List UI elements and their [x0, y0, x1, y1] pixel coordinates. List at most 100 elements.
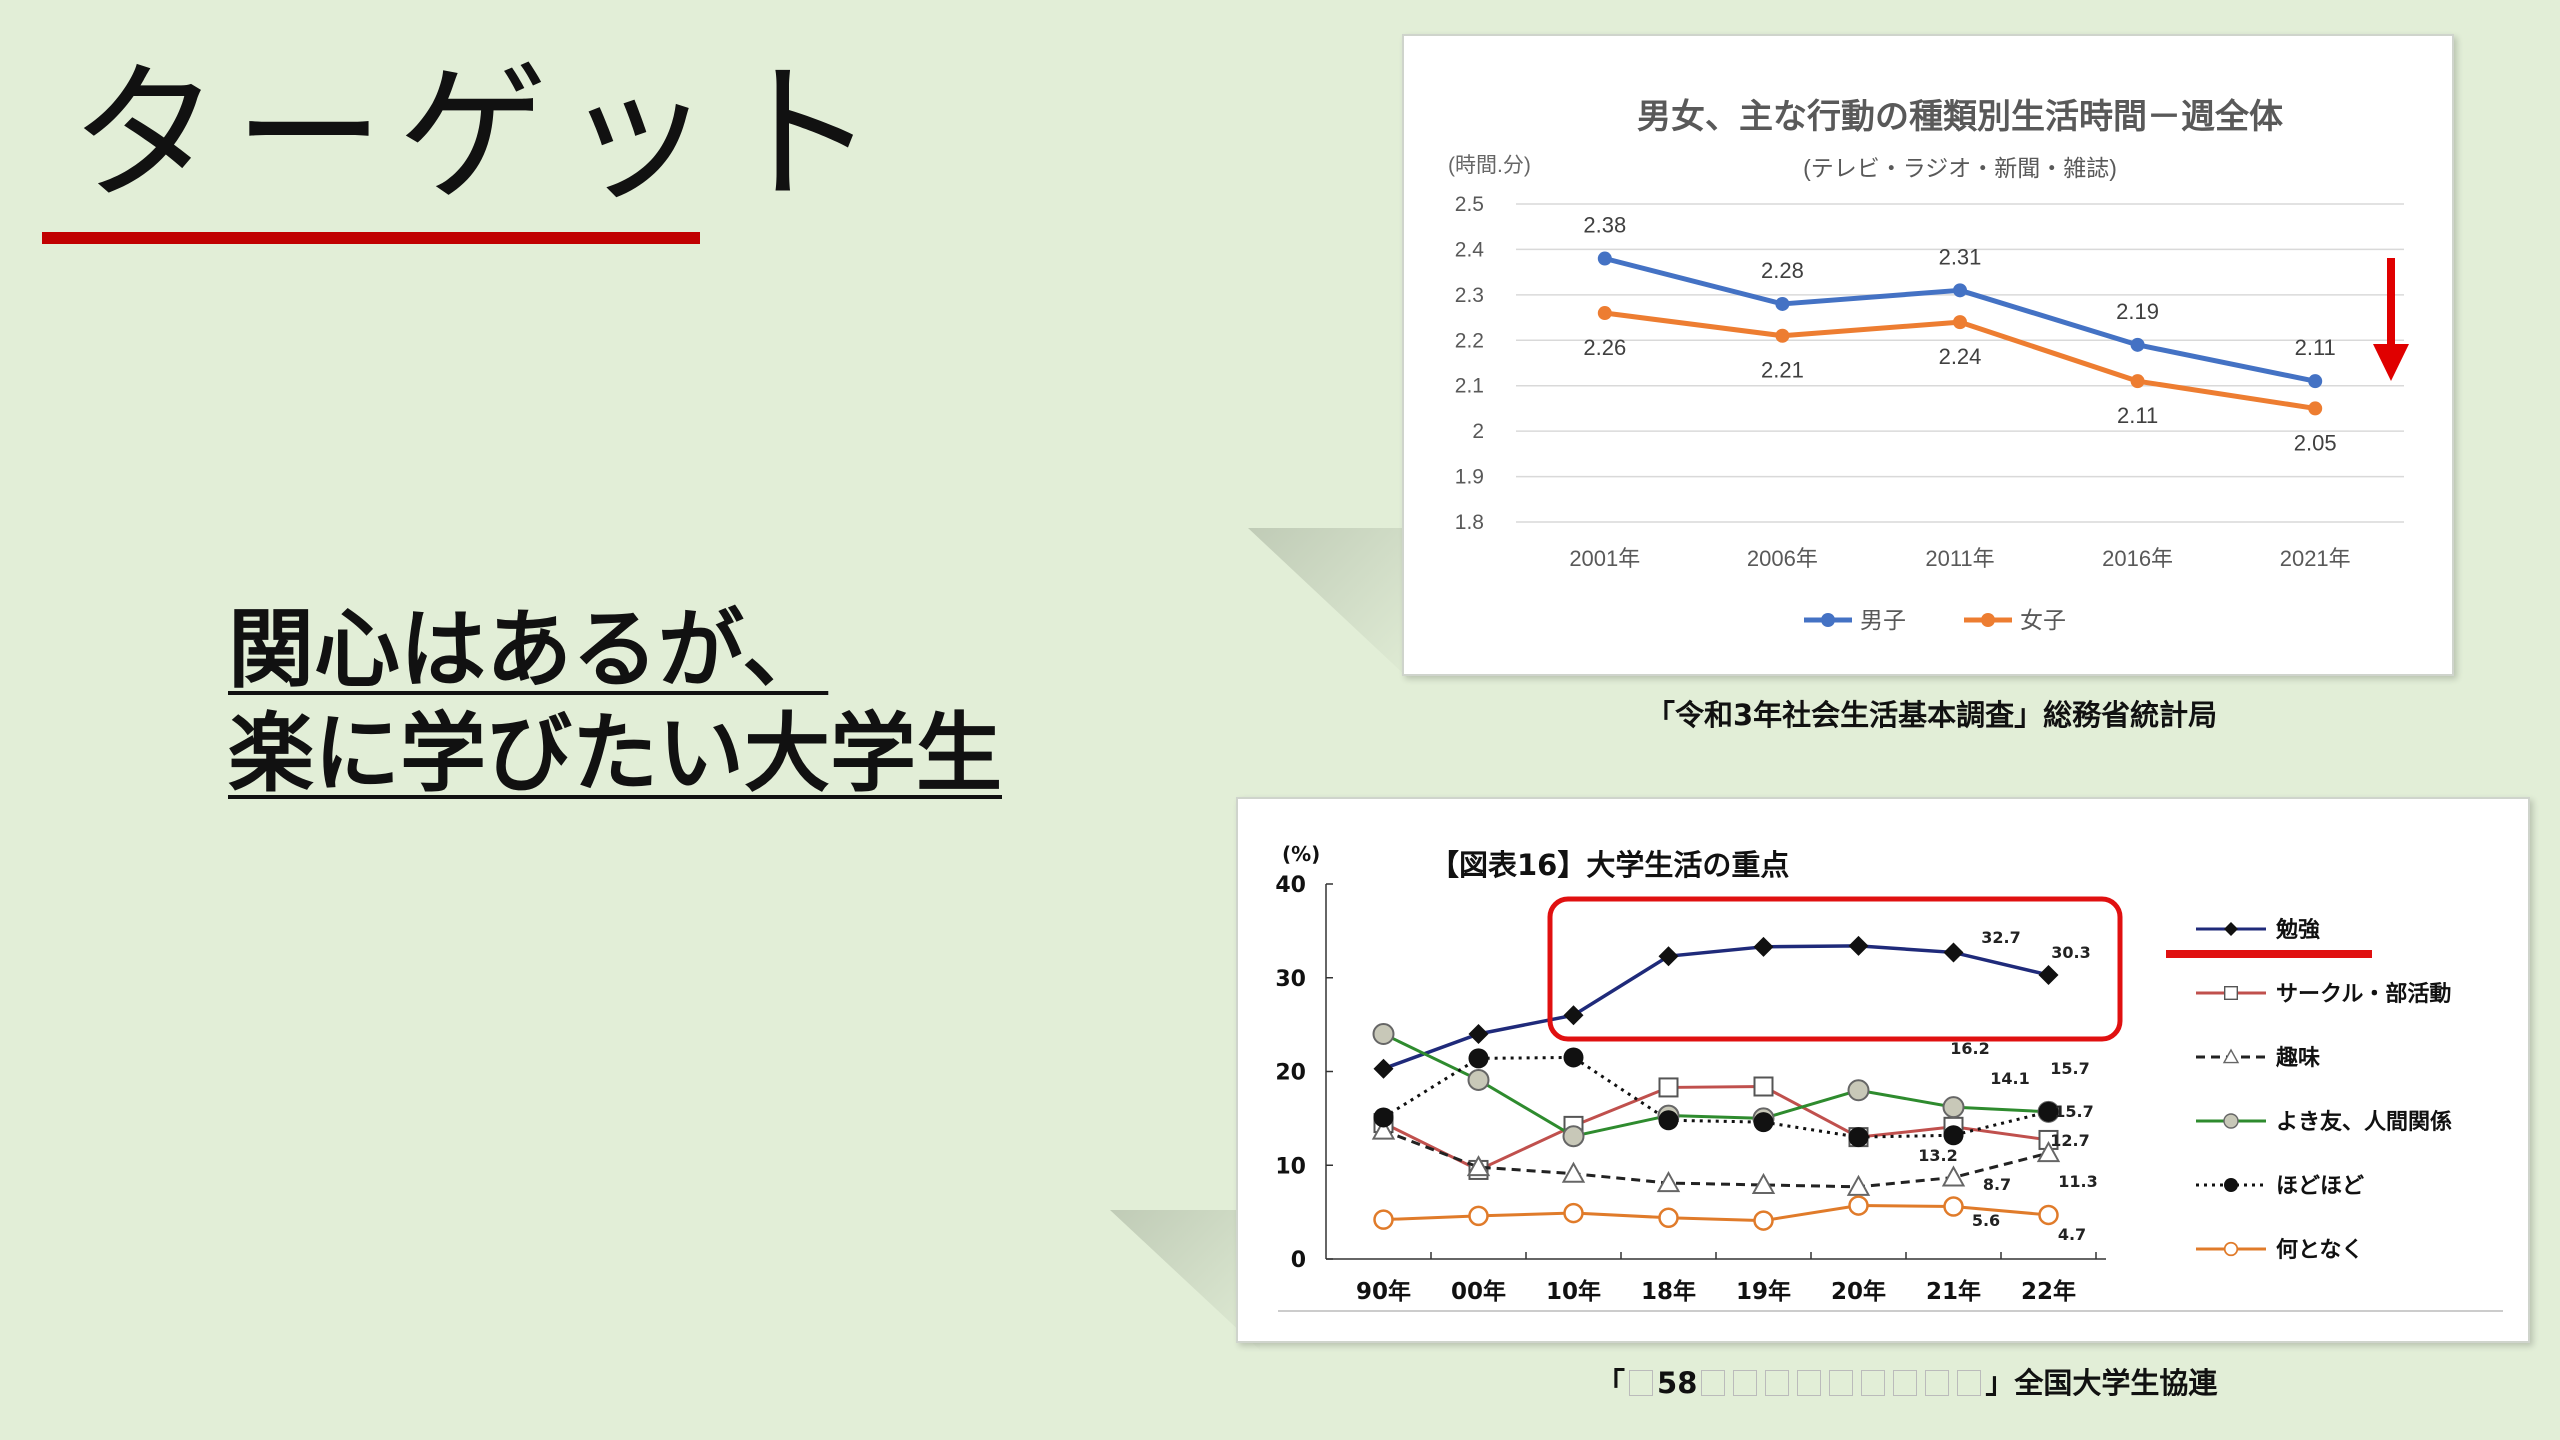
- legend-marker: [2222, 1048, 2240, 1064]
- data-point: [1372, 1023, 1395, 1045]
- legend-marker: [2223, 1241, 2239, 1257]
- legend-marker: [2223, 1113, 2239, 1129]
- chart-subtitle: (テレビ・ラジオ・新聞・雑誌): [1803, 155, 2117, 181]
- legend-label: よき友、人間関係: [2276, 1110, 2452, 1135]
- data-label: 2.31: [1939, 244, 1982, 269]
- data-label: 5.6: [1972, 1211, 2000, 1230]
- y-tick-label: 2.5: [1455, 193, 1484, 216]
- data-label: 14.1: [1990, 1069, 2029, 1088]
- y-tick-label: 20: [1275, 1061, 1306, 1086]
- data-label: 32.7: [1981, 928, 2020, 947]
- data-point: [1658, 946, 1679, 967]
- data-point: [1373, 1209, 1394, 1230]
- data-label: 2.21: [1761, 358, 1804, 383]
- data-label: 15.7: [2054, 1102, 2093, 1121]
- data-label: 2.28: [1761, 258, 1804, 283]
- legend-label: サークル・部活動: [2276, 981, 2451, 1007]
- y-tick-label: 2.4: [1455, 238, 1485, 261]
- data-point: [1753, 1112, 1774, 1133]
- series-line: [1382, 1084, 2049, 1172]
- data-point: [1848, 935, 1869, 956]
- data-point: [1753, 936, 1774, 957]
- data-point: [1563, 1005, 1584, 1026]
- x-tick-label: 2011年: [1925, 546, 1994, 571]
- data-point: [1468, 1048, 1489, 1069]
- data-point: [2038, 964, 2059, 985]
- data-label: 12.7: [2050, 1131, 2089, 1150]
- chart2-card: 【図表16】大学生活の重点 (%) 40 30 20 10 0 90年 00年 10年 18年 19年…: [1236, 797, 2530, 1343]
- data-point: [1658, 1077, 1679, 1098]
- data-point: [1658, 1110, 1679, 1131]
- data-point: [1753, 1076, 1774, 1097]
- data-point: [1562, 1125, 1585, 1148]
- data-point: [1953, 283, 1967, 298]
- data-point: [1373, 1107, 1394, 1128]
- chart2-source-prefix: 「: [1596, 1366, 1626, 1400]
- legend-label: 勉強: [2275, 917, 2320, 943]
- data-point: [2130, 337, 2145, 352]
- x-tick-label: 2001年: [1569, 546, 1640, 571]
- legend-label: 何となく: [2276, 1237, 2363, 1263]
- data-point: [2308, 401, 2323, 416]
- data-point: [2038, 1101, 2059, 1122]
- chart2-source-suffix: 」全国大学生協連: [1985, 1366, 2218, 1400]
- chart1-card: 男女、主な行動の種類別生活時間－週全体 (テレビ・ラジオ・新聞・雑誌) (時間.分)…: [1402, 34, 2454, 676]
- chart-title: 【図表16】大学生活の重点: [1430, 848, 1789, 882]
- data-point: [1775, 296, 1790, 311]
- legend-marker: [1821, 613, 1835, 627]
- x-tick-label: 2016年: [2102, 546, 2173, 571]
- legend-label: 女子: [2020, 607, 2066, 633]
- data-label: 2.24: [1939, 344, 1982, 369]
- x-tick-label: 90年: [1356, 1278, 1411, 1305]
- data-point: [1942, 1096, 1965, 1119]
- data-point: [1656, 1171, 1681, 1193]
- y-tick-label: 1.9: [1455, 466, 1484, 489]
- y-tick-label: 2: [1472, 420, 1484, 443]
- x-tick-label: 10年: [1546, 1278, 1601, 1305]
- legend-marker: [2224, 1178, 2238, 1192]
- data-label: 2.05: [2294, 430, 2337, 455]
- data-point: [1848, 1127, 1869, 1148]
- data-label: 13.2: [1918, 1146, 1957, 1165]
- chart2-source-number: 58: [1657, 1366, 1698, 1400]
- data-point: [1753, 1210, 1774, 1231]
- data-label: 8.7: [1983, 1175, 2011, 1194]
- series-line: [1382, 944, 2049, 1071]
- y-tick-label: 1.8: [1455, 511, 1484, 534]
- slide-title: ターゲット: [70, 48, 891, 222]
- y-axis-label: (%): [1282, 842, 1320, 866]
- data-point: [2308, 374, 2323, 389]
- series-line: [1383, 1204, 2049, 1223]
- data-label: 2.11: [2117, 403, 2158, 428]
- x-tick-label: 19年: [1736, 1278, 1791, 1305]
- x-tick-label: 22年: [2021, 1278, 2076, 1305]
- data-label: 16.2: [1950, 1039, 1989, 1058]
- data-point: [1848, 1195, 1869, 1216]
- title-underline: [42, 232, 700, 244]
- chart2-source: 「 58 」全国大学生協連: [1596, 1360, 2217, 1402]
- data-point: [1597, 306, 1612, 321]
- series-line: [1382, 1032, 2049, 1138]
- y-tick-label: 2.1: [1455, 375, 1484, 398]
- data-label: 2.38: [1583, 213, 1626, 238]
- data-point: [1847, 1079, 1870, 1102]
- chart-title: 男女、主な行動の種類別生活時間－週全体: [1637, 97, 2283, 136]
- data-label: 15.7: [2050, 1059, 2089, 1078]
- y-tick-label: 2.2: [1455, 329, 1484, 352]
- data-point: [1846, 1174, 1871, 1196]
- highlight-box: [1547, 896, 2123, 1042]
- key-message-line-1: 関心はあるが、: [228, 600, 829, 700]
- y-tick-label: 0: [1291, 1248, 1306, 1273]
- university-life-chart: 【図表16】大学生活の重点 (%) 40 30 20 10 0 90年 00年 10年 18年 19年…: [1275, 842, 2503, 1312]
- data-point: [1943, 1125, 1964, 1146]
- data-point: [2038, 1204, 2059, 1226]
- series-line: [1382, 1055, 2049, 1139]
- y-tick-label: 2.3: [1455, 284, 1484, 307]
- series-line: [1382, 1129, 2049, 1189]
- data-label: 30.3: [2051, 943, 2090, 962]
- data-point: [1775, 328, 1790, 343]
- data-point: [2130, 374, 2145, 389]
- data-point: [1561, 1161, 1586, 1183]
- data-point: [1563, 1047, 1584, 1068]
- data-point: [1467, 1068, 1490, 1091]
